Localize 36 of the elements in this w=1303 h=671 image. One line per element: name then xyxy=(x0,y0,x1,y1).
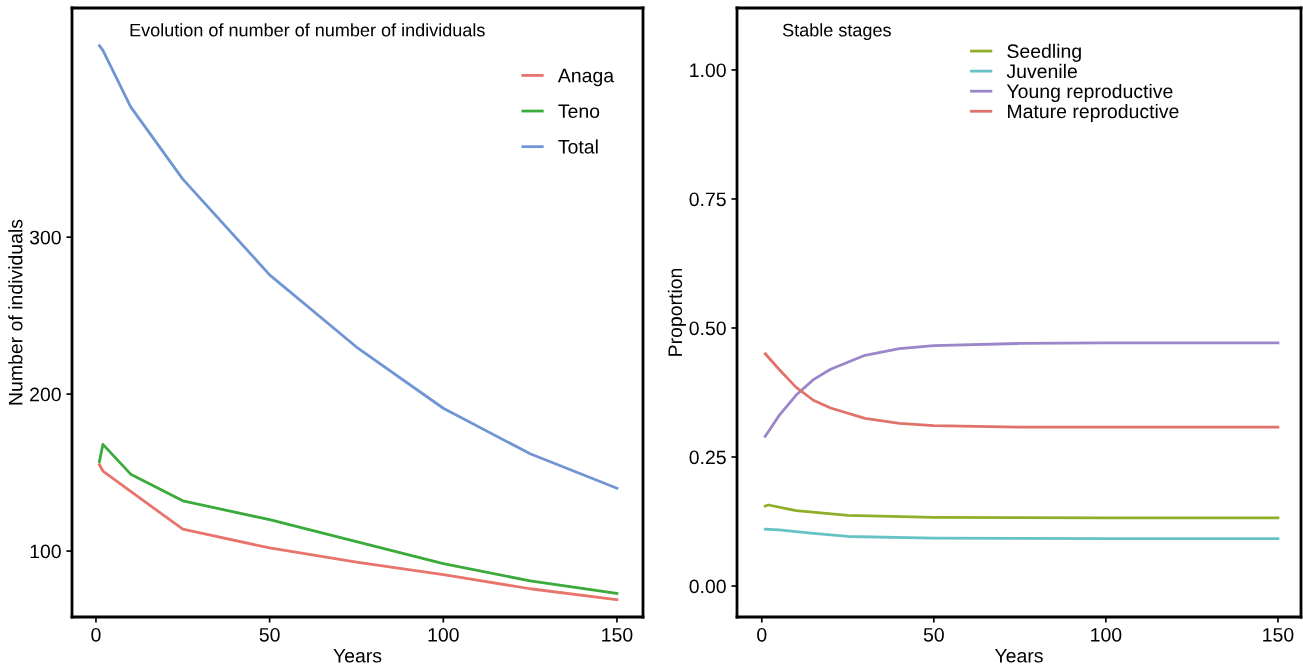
legend-label: Seedling xyxy=(1007,43,1081,62)
x-tick-label: 50 xyxy=(259,627,280,642)
x-axis-title: Years xyxy=(994,649,1043,663)
y-axis-title: Proportion xyxy=(667,268,686,356)
x-tick-label: 150 xyxy=(1263,627,1294,642)
y-tick-label: 0.50 xyxy=(689,321,726,336)
y-tick-label: 100 xyxy=(30,544,61,559)
y-tick-label: 0.25 xyxy=(689,450,726,465)
y-tick-label: 1.00 xyxy=(690,63,726,78)
y-tick-label: 200 xyxy=(30,387,61,402)
x-tick-label: 150 xyxy=(602,627,633,642)
legend-label: Mature reproductive xyxy=(1008,103,1179,123)
y-tick-label: 0.00 xyxy=(689,579,726,594)
x-tick-label: 0 xyxy=(91,627,101,642)
legend-label: Anaga xyxy=(557,68,615,87)
legend-label: Juvenile xyxy=(1006,63,1077,79)
line-series xyxy=(98,442,619,595)
x-tick-label: 100 xyxy=(1091,627,1122,642)
line-series xyxy=(763,503,1280,520)
x-tick-label: 50 xyxy=(923,627,944,642)
x-axis-title: Years xyxy=(333,649,382,663)
line-series xyxy=(763,527,1280,540)
legend-label: Teno xyxy=(558,104,600,119)
text: Stable stages xyxy=(782,23,891,41)
legend-label: Young reproductive xyxy=(1006,83,1173,103)
line-series xyxy=(763,341,1280,438)
y-tick-label: 300 xyxy=(29,230,61,245)
y-axis-title: Number of individuals xyxy=(8,219,23,405)
line-series xyxy=(763,352,1280,429)
line-series xyxy=(98,44,619,490)
text: Evolution of number of number of individuals xyxy=(130,23,485,37)
x-tick-label: 0 xyxy=(757,627,767,642)
legend-label: Total xyxy=(558,139,598,154)
line-series xyxy=(98,463,619,602)
y-tick-label: 0.75 xyxy=(689,192,726,207)
x-tick-label: 100 xyxy=(428,627,459,642)
